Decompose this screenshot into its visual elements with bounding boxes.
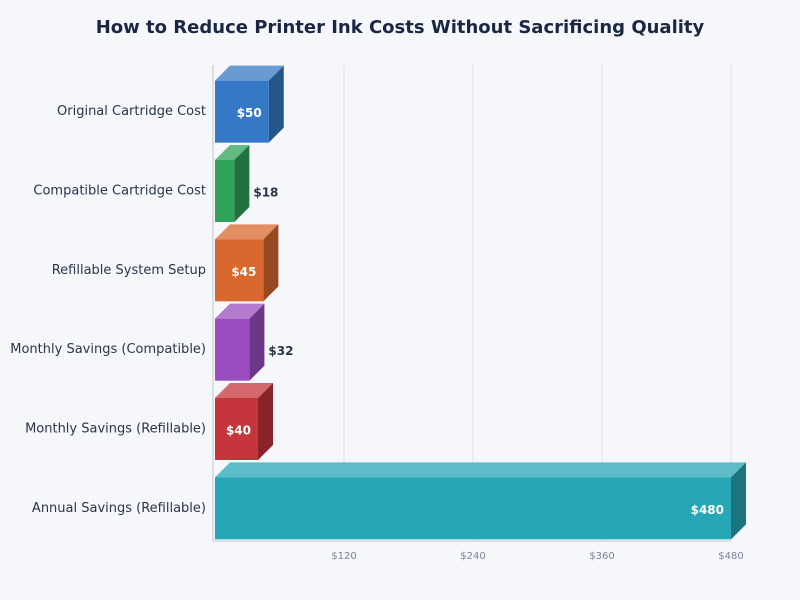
- x-tick-label: $120: [331, 551, 356, 562]
- bar-top: [215, 145, 250, 160]
- bar: [215, 239, 264, 302]
- bar-side: [263, 224, 279, 302]
- y-tick-label: Compatible Cartridge Cost: [33, 184, 206, 199]
- y-tick-label: Annual Savings (Refillable): [32, 501, 206, 516]
- bar-top: [215, 303, 265, 319]
- bar-side: [731, 462, 746, 540]
- bar-side: [268, 65, 284, 143]
- chart-title: How to Reduce Printer Ink Costs Without …: [96, 17, 705, 38]
- bar-top: [215, 462, 746, 478]
- bar: [215, 398, 258, 460]
- bar-side: [234, 145, 250, 222]
- x-tick-label: $360: [589, 551, 614, 562]
- bar-top: [215, 383, 273, 398]
- y-tick-label: Refillable System Setup: [52, 263, 206, 278]
- bar-side: [258, 383, 273, 460]
- y-tick-label: Monthly Savings (Compatible): [10, 342, 206, 357]
- value-label: $480: [691, 503, 724, 517]
- value-label: $45: [231, 265, 256, 279]
- value-label: $50: [237, 106, 262, 120]
- value-label: $18: [253, 186, 278, 200]
- bar-top: [215, 65, 284, 81]
- bar: [215, 318, 250, 381]
- bar: [215, 80, 269, 143]
- x-tick-label: $480: [718, 551, 743, 562]
- y-tick-label: Monthly Savings (Refillable): [25, 422, 206, 437]
- bar-side: [249, 303, 265, 381]
- y-tick-label: Original Cartridge Cost: [57, 104, 206, 119]
- bar: [215, 477, 731, 540]
- bar-top: [215, 224, 279, 240]
- value-label: $32: [268, 344, 293, 358]
- bar: [215, 160, 235, 222]
- x-tick-label: $240: [460, 551, 485, 562]
- value-label: $40: [226, 424, 251, 438]
